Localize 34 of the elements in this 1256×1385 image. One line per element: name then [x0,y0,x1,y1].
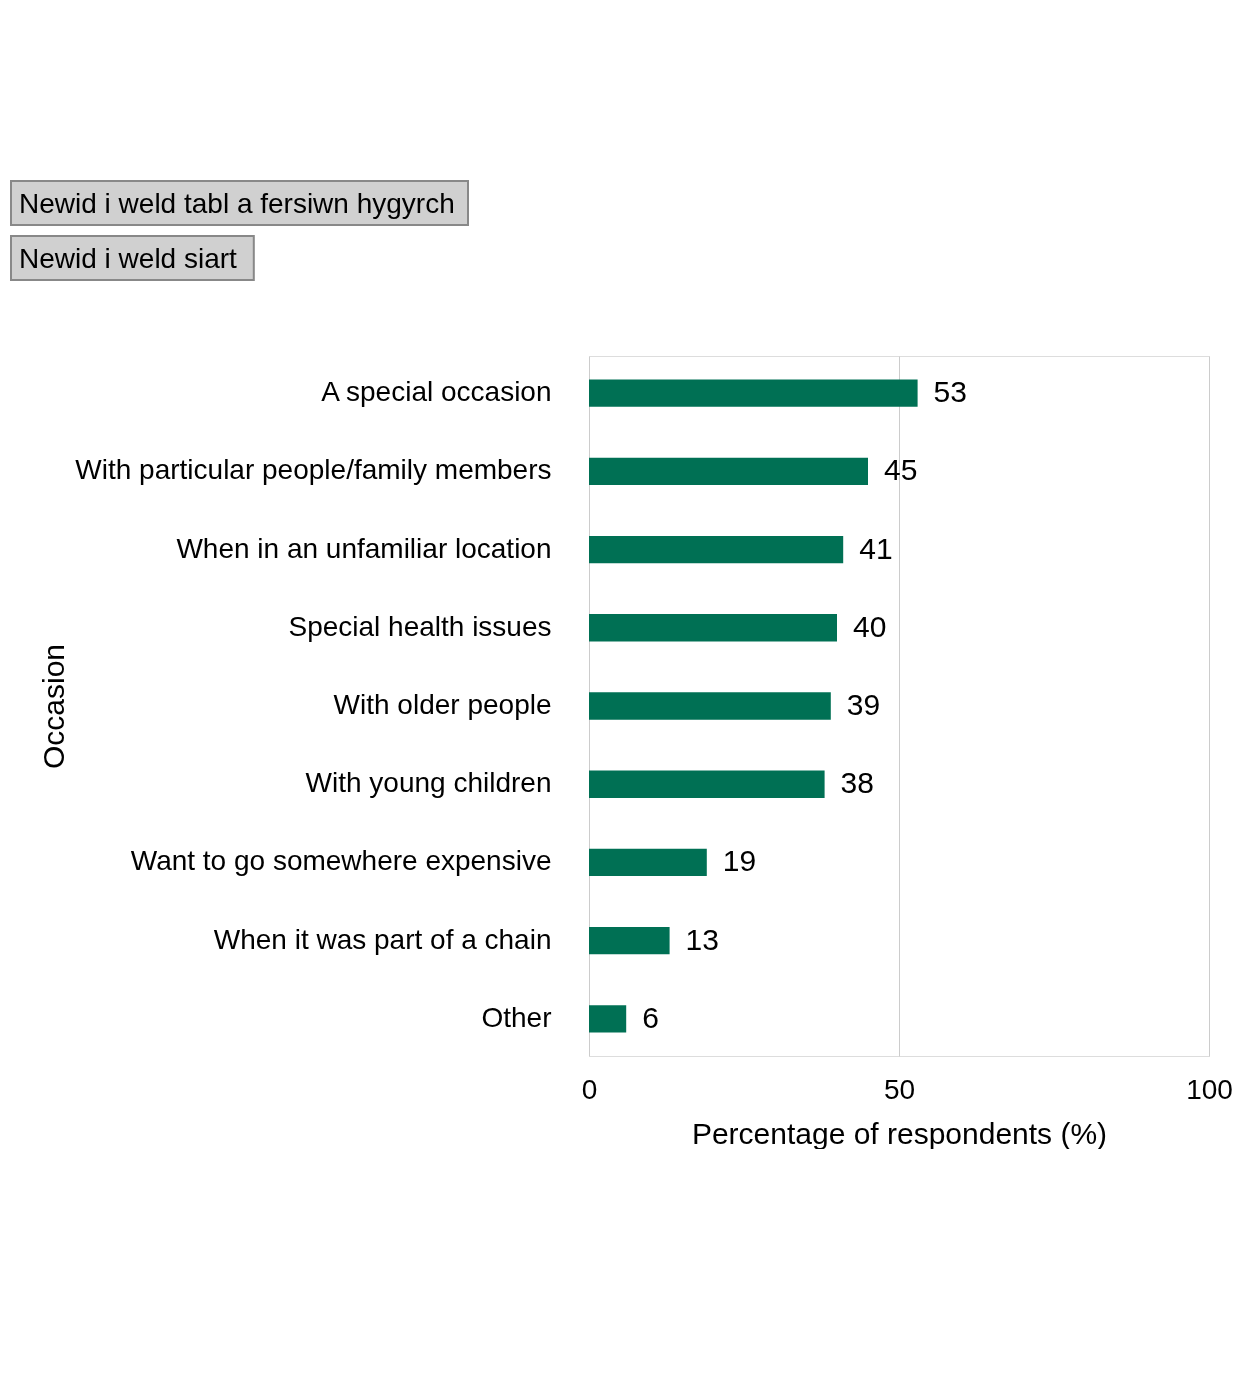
y-tick-label: When it was part of a chain [213,923,552,955]
data-label: 41 [859,531,893,565]
bar [589,926,670,955]
text: Newid i weld siart [19,243,238,274]
data-label: 53 [933,375,967,409]
bar [589,848,707,877]
x-tick-label: 100 [1186,1073,1233,1105]
y-axis-title: Occasion [36,643,70,770]
y-tick-label: Special health issues [288,610,552,642]
x-tick-label: 0 [581,1073,598,1105]
data-label: 40 [853,609,887,643]
bar [589,770,825,798]
data-label: 19 [722,844,757,878]
y-tick-label: Other [481,1001,552,1033]
data-label: 38 [840,766,874,800]
y-tick-label: A special occasion [321,376,552,408]
y-tick-label: With particular people/family members [75,454,552,486]
data-label: 39 [846,688,881,721]
bar [589,535,844,564]
text: Newid i weld tabl a fersiwn hygyrch [19,188,455,219]
bar [589,692,831,720]
y-tick-label: When in an unfamiliar location [176,532,552,564]
bar [589,457,868,486]
data-label: 13 [685,922,719,956]
bar [589,379,918,407]
bar [589,1005,627,1033]
y-tick-label: With young children [305,767,552,799]
y-tick-label: With older people [333,689,552,720]
x-tick-label: 50 [883,1073,916,1105]
data-label: 45 [884,453,918,487]
x-axis-title: Percentage of respondents (%) [691,1116,1108,1150]
data-label: 6 [642,1000,659,1034]
y-tick-label: Want to go somewhere expensive [130,845,552,877]
bar [589,614,837,642]
